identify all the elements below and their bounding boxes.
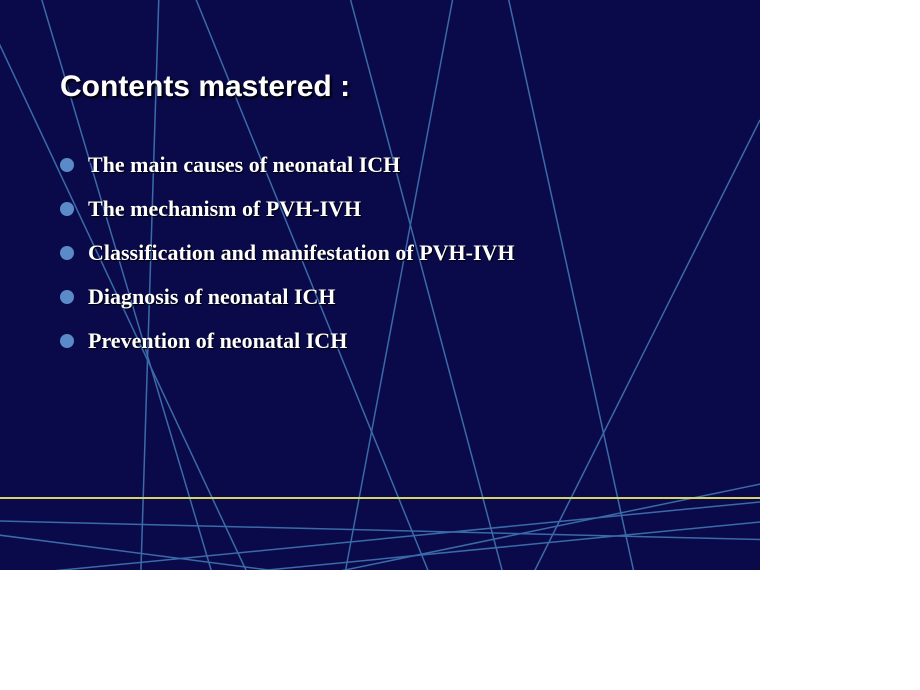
bullet-icon <box>60 246 74 260</box>
list-item: Prevention of neonatal ICH <box>60 328 700 354</box>
list-item: The mechanism of PVH-IVH <box>60 196 700 222</box>
list-item-label: Classification and manifestation of PVH-… <box>88 240 515 266</box>
list-item-label: The mechanism of PVH-IVH <box>88 196 361 222</box>
list-item-label: Diagnosis of neonatal ICH <box>88 284 336 310</box>
slide-content: Contents mastered : The main causes of n… <box>0 0 760 354</box>
list-item-label: The main causes of neonatal ICH <box>88 152 400 178</box>
list-item: Diagnosis of neonatal ICH <box>60 284 700 310</box>
divider-line <box>0 497 760 499</box>
list-item-label: Prevention of neonatal ICH <box>88 328 347 354</box>
bullet-icon <box>60 158 74 172</box>
bullet-icon <box>60 202 74 216</box>
slide: Contents mastered : The main causes of n… <box>0 0 760 570</box>
list-item: Classification and manifestation of PVH-… <box>60 240 700 266</box>
bullet-icon <box>60 290 74 304</box>
bullet-icon <box>60 334 74 348</box>
bullet-list: The main causes of neonatal ICH The mecha… <box>60 152 700 354</box>
slide-title: Contents mastered : <box>60 70 700 104</box>
list-item: The main causes of neonatal ICH <box>60 152 700 178</box>
